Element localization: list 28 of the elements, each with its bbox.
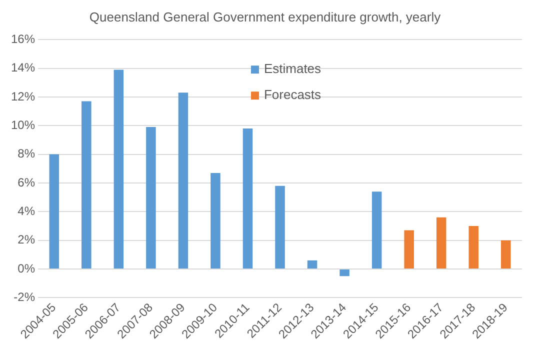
bar <box>210 172 220 268</box>
y-tick-label: 0% <box>18 261 36 276</box>
chart-title: Queensland General Government expenditure growth, yearly <box>89 9 442 24</box>
bar <box>372 192 382 268</box>
y-tick-label: 10% <box>10 118 36 132</box>
y-tick-label: -2% <box>14 290 36 304</box>
bar <box>404 230 414 268</box>
bar <box>178 92 188 268</box>
bar <box>82 101 92 268</box>
y-tick-label: 2% <box>18 232 36 247</box>
y-tick-label: 6% <box>18 175 36 190</box>
legend-label: Forecasts <box>264 87 322 102</box>
y-tick-label: 16% <box>10 32 36 46</box>
y-tick-label: 12% <box>10 89 36 104</box>
bar <box>114 70 124 268</box>
bar <box>146 127 156 268</box>
bar <box>340 270 350 276</box>
bar <box>500 240 511 268</box>
bar <box>436 217 446 268</box>
bar <box>307 260 318 268</box>
bar <box>242 128 253 268</box>
y-tick-label: 14% <box>10 60 36 75</box>
y-tick-label: 8% <box>18 146 36 161</box>
bar <box>468 226 478 268</box>
bar <box>49 154 60 268</box>
bar <box>275 186 285 268</box>
y-tick-label: 4% <box>18 204 36 218</box>
legend-label: Estimates <box>264 61 322 76</box>
